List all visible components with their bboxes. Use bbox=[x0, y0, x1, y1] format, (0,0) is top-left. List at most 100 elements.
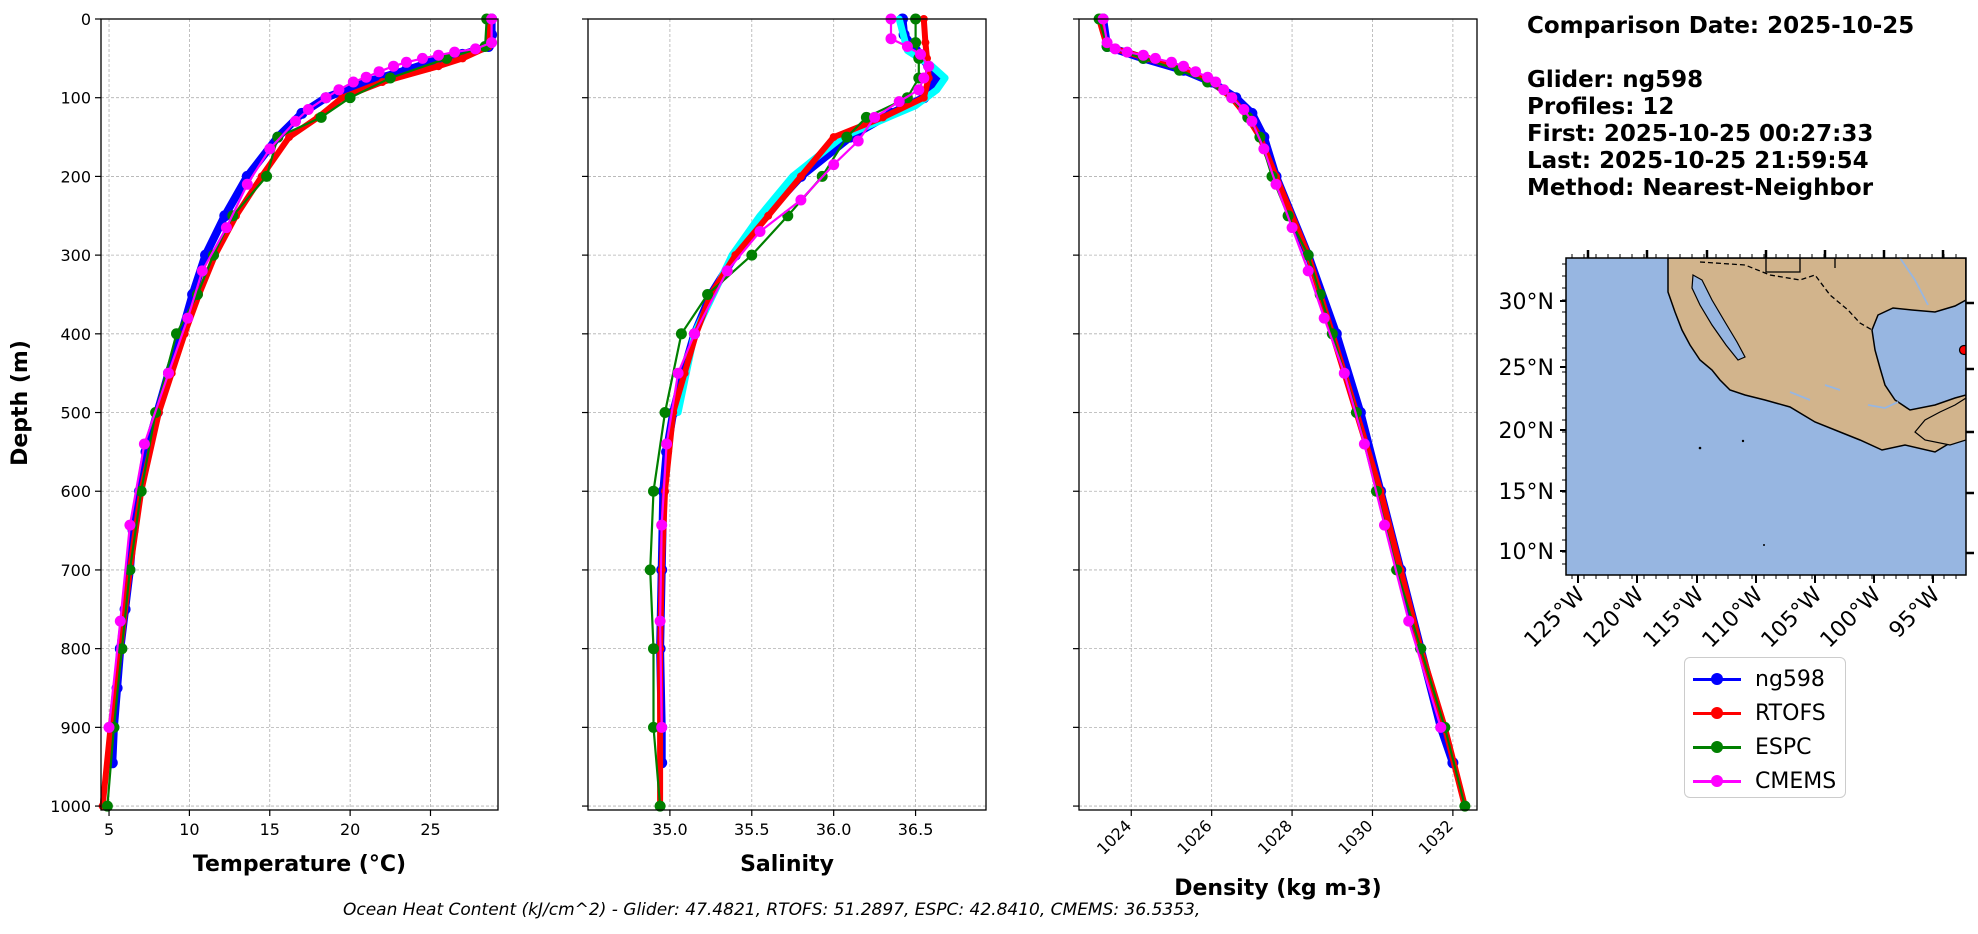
data-point bbox=[754, 226, 766, 237]
legend-item: CMEMS bbox=[1693, 764, 1837, 798]
data-point bbox=[1302, 265, 1314, 277]
data-point bbox=[103, 721, 115, 733]
data-point bbox=[433, 49, 444, 61]
y-tick-label: 900 bbox=[60, 718, 91, 737]
data-point bbox=[915, 48, 926, 60]
data-point bbox=[1226, 92, 1238, 104]
profiles-count: Profiles: 12 bbox=[1527, 94, 1675, 120]
ohc-text: Ocean Heat Content (kJ/cm^2) - Glider: 4… bbox=[343, 900, 1201, 920]
data-point bbox=[290, 115, 301, 127]
data-point bbox=[648, 721, 659, 733]
data-point bbox=[285, 133, 294, 142]
data-point bbox=[1121, 46, 1133, 58]
data-point bbox=[135, 485, 147, 497]
data-point bbox=[219, 210, 231, 222]
map-border bbox=[1699, 261, 1873, 331]
x-tick-label: 5 bbox=[104, 820, 114, 839]
data-point bbox=[333, 84, 345, 96]
data-point bbox=[869, 111, 881, 123]
data-point bbox=[1238, 104, 1250, 115]
map-rivers bbox=[1789, 258, 1929, 409]
data-point bbox=[315, 111, 327, 123]
data-point bbox=[373, 66, 385, 78]
x-tick-label: 1030 bbox=[1334, 816, 1376, 858]
data-point bbox=[654, 800, 666, 812]
data-point bbox=[1358, 438, 1370, 450]
x-axis-label: Salinity bbox=[740, 852, 834, 877]
data-point bbox=[320, 92, 332, 104]
data-point bbox=[1435, 721, 1447, 733]
data-point bbox=[1137, 49, 1149, 61]
data-point bbox=[241, 178, 253, 190]
series-line bbox=[658, 17, 930, 729]
data-point bbox=[828, 159, 840, 171]
map-glider-location bbox=[1958, 344, 1966, 356]
data-point bbox=[942, 75, 949, 81]
data-point bbox=[923, 60, 935, 72]
x-tick-label: 1024 bbox=[1093, 816, 1135, 858]
data-point bbox=[114, 615, 126, 627]
data-point bbox=[841, 131, 853, 143]
data-point bbox=[1459, 800, 1471, 812]
x-tick-label: 35.5 bbox=[734, 820, 770, 839]
map-us-border bbox=[1765, 258, 1836, 273]
data-point bbox=[796, 172, 805, 181]
method: Method: Nearest-Neighbor bbox=[1527, 175, 1874, 201]
legend-item: RTOFS bbox=[1693, 696, 1837, 730]
data-point bbox=[486, 37, 498, 49]
data-point bbox=[101, 800, 113, 812]
density-panel: 1024 1026 1028 1030 1032 Density (kg m-3) bbox=[1073, 13, 1478, 901]
data-point bbox=[913, 84, 925, 96]
data-point bbox=[417, 52, 428, 64]
data-point bbox=[261, 170, 273, 182]
data-point bbox=[138, 438, 150, 450]
data-point bbox=[196, 265, 208, 277]
lon-label: 95°W bbox=[1885, 582, 1946, 643]
legend-swatch bbox=[1693, 737, 1741, 757]
data-point bbox=[829, 133, 838, 142]
legend-swatch bbox=[1693, 703, 1741, 723]
data-point bbox=[220, 222, 232, 234]
data-point bbox=[852, 135, 864, 147]
data-point bbox=[860, 111, 872, 123]
data-point bbox=[656, 519, 668, 531]
data-point bbox=[789, 173, 796, 180]
data-point bbox=[400, 56, 412, 68]
legend-item: ESPC bbox=[1693, 730, 1837, 764]
y-tick-label: 1000 bbox=[50, 797, 91, 816]
data-point bbox=[1190, 66, 1202, 78]
data-point bbox=[921, 38, 930, 47]
y-tick-label: 100 bbox=[60, 89, 91, 108]
data-point bbox=[449, 46, 461, 58]
data-point bbox=[661, 438, 673, 450]
x-tick-label: 1026 bbox=[1173, 816, 1215, 858]
x-tick-label: 1032 bbox=[1415, 816, 1457, 858]
x-tick-label: 20 bbox=[340, 820, 360, 839]
data-point bbox=[1318, 312, 1330, 324]
lat-label: 25°N bbox=[1499, 356, 1554, 381]
legend-swatch bbox=[1693, 771, 1741, 791]
series-line bbox=[1101, 17, 1442, 729]
comparison-date: Comparison Date: 2025-10-25 bbox=[1527, 13, 1915, 39]
data-point bbox=[702, 289, 714, 300]
y-tick-label: 400 bbox=[60, 325, 91, 344]
x-tick-label: 15 bbox=[260, 820, 280, 839]
data-point bbox=[344, 92, 356, 104]
y-tick-label: 0 bbox=[81, 10, 91, 29]
lon-label: 100°W bbox=[1816, 582, 1887, 653]
data-point bbox=[338, 93, 347, 102]
data-point bbox=[1258, 143, 1270, 155]
x-axis-label: Density (kg m-3) bbox=[1174, 876, 1382, 901]
data-point bbox=[360, 71, 372, 83]
data-point bbox=[1403, 615, 1415, 627]
lon-label: 125°W bbox=[1520, 582, 1591, 653]
legend: ng598 RTOFS ESPC CMEMS bbox=[1684, 657, 1846, 798]
map-gulf-of-california bbox=[1691, 274, 1746, 361]
data-point bbox=[893, 96, 905, 108]
data-point bbox=[1218, 84, 1230, 96]
series-line bbox=[674, 15, 949, 416]
info-block: Comparison Date: 2025-10-25 Glider: ng59… bbox=[1527, 13, 1914, 202]
axes-frame bbox=[587, 18, 987, 811]
data-point bbox=[434, 62, 443, 71]
data-point bbox=[654, 615, 666, 627]
